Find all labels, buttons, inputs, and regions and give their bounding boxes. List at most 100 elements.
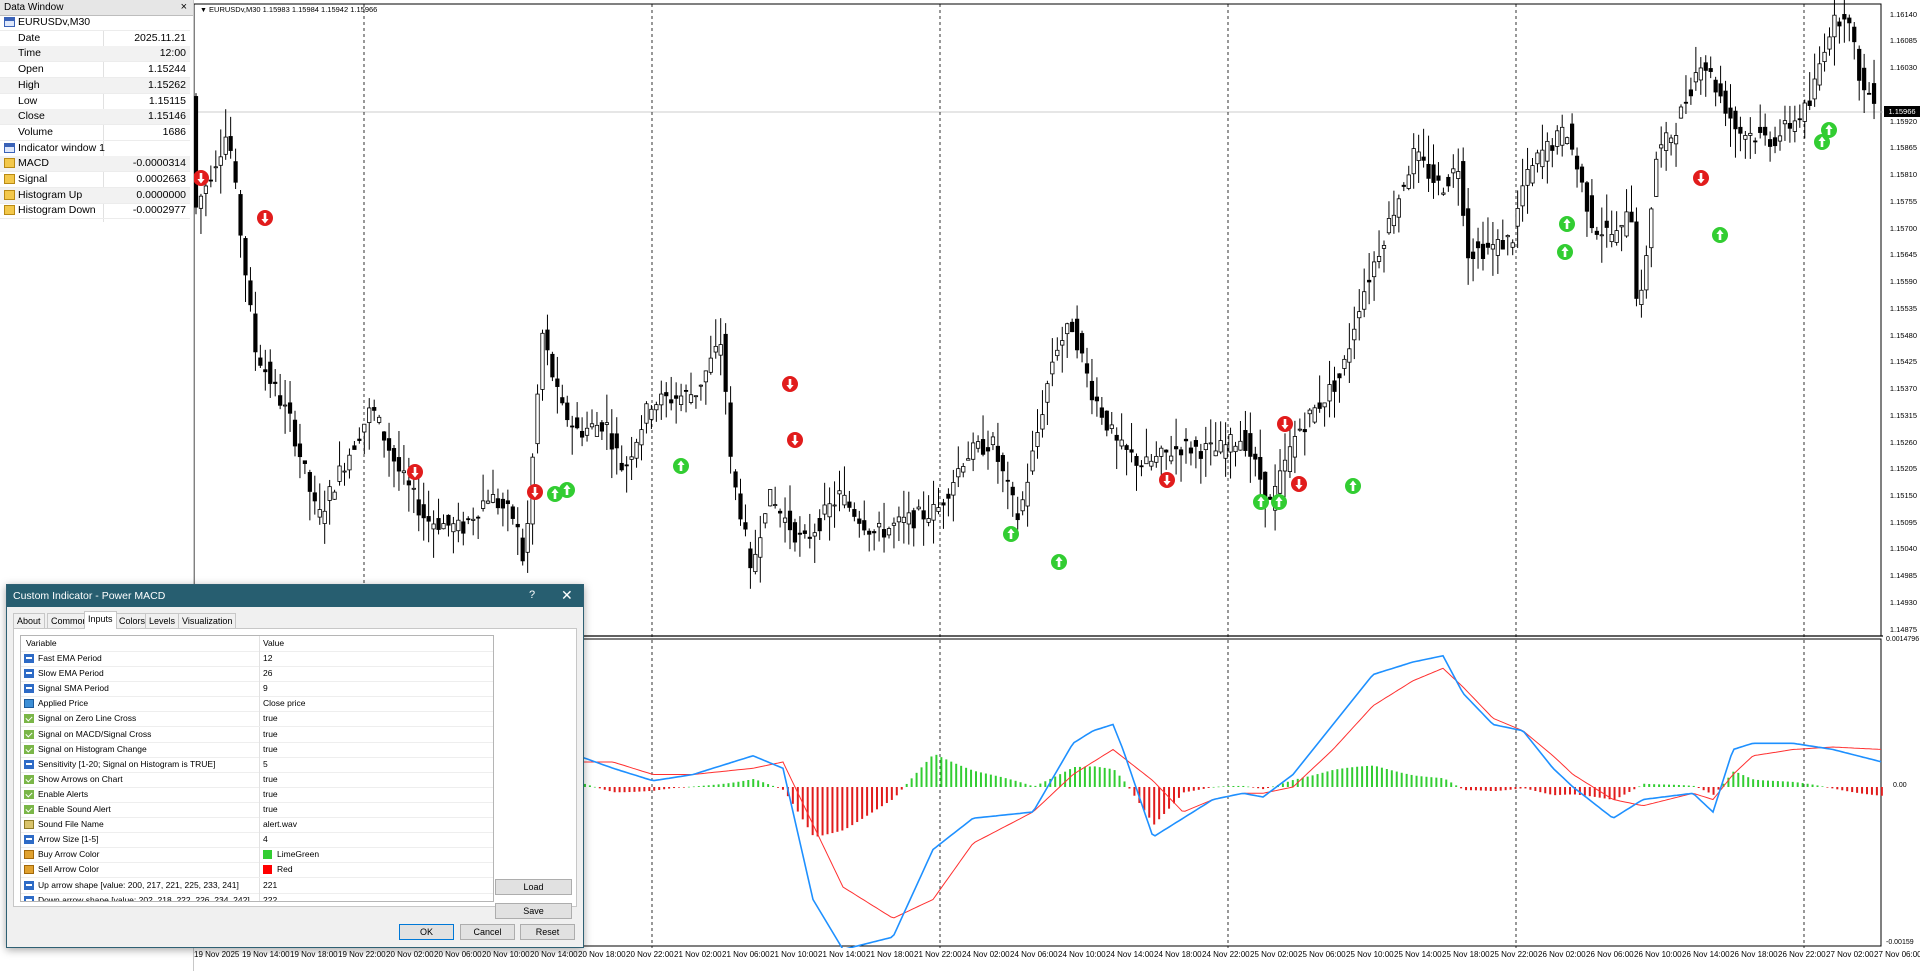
param-row[interactable]: Show Arrows on Chart true bbox=[21, 771, 493, 788]
param-value[interactable]: 222 bbox=[263, 894, 278, 902]
tab-levels[interactable]: Levels bbox=[145, 613, 180, 628]
param-value[interactable]: true bbox=[263, 743, 278, 754]
histogram-up-bar bbox=[950, 761, 953, 787]
param-value[interactable]: true bbox=[263, 773, 278, 784]
param-row[interactable]: Signal on MACD/Signal Cross true bbox=[21, 726, 493, 743]
time-tick-label: 24 Nov 22:00 bbox=[1202, 950, 1250, 959]
symbol-row: EURUSDv,M30 bbox=[0, 15, 190, 31]
param-value[interactable]: Red bbox=[277, 864, 293, 875]
tab-colors[interactable]: Colors bbox=[115, 613, 150, 628]
histogram-up-bar bbox=[1405, 773, 1408, 787]
param-value[interactable]: 221 bbox=[263, 879, 278, 890]
candle-body bbox=[1159, 447, 1164, 457]
candle-body bbox=[624, 464, 629, 467]
indicator-row: MACD -0.0000314 bbox=[0, 156, 190, 173]
param-value[interactable]: 5 bbox=[263, 758, 268, 769]
cancel-button[interactable]: Cancel bbox=[460, 924, 515, 940]
param-value[interactable]: 4 bbox=[263, 834, 268, 845]
candle-body bbox=[1525, 169, 1530, 186]
price-tick-label: 1.15150 bbox=[1889, 490, 1917, 500]
time-tick-label: 20 Nov 18:00 bbox=[578, 950, 626, 959]
bool-param-icon bbox=[24, 774, 34, 784]
price-tick-label: 1.15425 bbox=[1889, 357, 1917, 367]
param-row[interactable]: Sell Arrow Color Red bbox=[21, 862, 493, 879]
param-row[interactable]: Down arrow shape [value: 202, 218, 222, … bbox=[21, 892, 493, 902]
price-tick-label: 1.15315 bbox=[1889, 410, 1917, 420]
param-row[interactable]: Signal on Histogram Change true bbox=[21, 741, 493, 758]
param-row[interactable]: Enable Sound Alert true bbox=[21, 802, 493, 818]
candle-body bbox=[941, 502, 946, 506]
candle-body bbox=[822, 504, 827, 515]
variable-column-header[interactable]: Variable bbox=[26, 638, 57, 648]
save-button[interactable]: Save bbox=[495, 903, 572, 919]
param-value[interactable]: Close price bbox=[263, 698, 306, 709]
indicator-icon bbox=[4, 205, 15, 216]
histogram-up-bar bbox=[1801, 783, 1804, 787]
candle-body bbox=[278, 395, 283, 406]
tab-inputs[interactable]: Inputs bbox=[84, 611, 117, 629]
param-row[interactable]: Buy Arrow Color LimeGreen bbox=[21, 847, 493, 864]
histogram-up-bar bbox=[1648, 784, 1651, 787]
histogram-up-bar bbox=[1400, 772, 1403, 787]
close-icon[interactable]: ✕ bbox=[561, 587, 573, 603]
tab-visualization[interactable]: Visualization bbox=[178, 613, 237, 628]
collapse-triangle-icon[interactable]: ▼ bbox=[200, 7, 207, 14]
param-value[interactable]: true bbox=[263, 713, 278, 724]
histogram-down-bar bbox=[1479, 787, 1482, 791]
column-divider[interactable] bbox=[259, 636, 260, 651]
candle-body bbox=[1446, 176, 1451, 187]
dialog-titlebar[interactable]: Custom Indicator - Power MACD ? ✕ bbox=[7, 585, 583, 607]
help-icon[interactable]: ? bbox=[529, 589, 536, 601]
param-row[interactable]: Slow EMA Period 26 bbox=[21, 666, 493, 683]
param-value[interactable]: LimeGreen bbox=[277, 849, 320, 860]
param-row[interactable]: Sensitivity [1-20; Signal on Histogram i… bbox=[21, 756, 493, 773]
value-column-header[interactable]: Value bbox=[263, 638, 285, 648]
candle-body bbox=[1560, 126, 1565, 146]
time-tick-label: 21 Nov 22:00 bbox=[914, 950, 962, 959]
param-value[interactable]: alert.wav bbox=[263, 819, 298, 830]
param-row[interactable]: Signal on Zero Line Cross true bbox=[21, 711, 493, 728]
histogram-up-bar bbox=[1291, 780, 1294, 787]
param-value[interactable]: true bbox=[263, 728, 278, 739]
candle-body bbox=[1857, 48, 1862, 81]
param-value[interactable]: 12 bbox=[263, 653, 273, 663]
ok-button[interactable]: OK bbox=[399, 924, 454, 940]
param-value[interactable]: 9 bbox=[263, 683, 268, 694]
inputs-grid[interactable]: Variable Value Fast EMA Period 12 Slow EMA… bbox=[20, 635, 494, 902]
time-axis[interactable]: 19 Nov 2025 19 Nov 14:00 19 Nov 18:00 19 No… bbox=[193, 948, 1920, 971]
histogram-up-bar bbox=[965, 767, 968, 787]
signal-line bbox=[579, 667, 1882, 919]
close-icon[interactable]: × bbox=[180, 1, 187, 13]
param-value[interactable]: true bbox=[263, 804, 278, 814]
histogram-up-bar bbox=[1222, 786, 1225, 787]
candle-body bbox=[485, 500, 491, 504]
tab-about[interactable]: About bbox=[13, 613, 45, 628]
param-row[interactable]: Fast EMA Period 12 bbox=[21, 651, 493, 667]
time-tick-label: 26 Nov 02:00 bbox=[1538, 950, 1586, 959]
histogram-down-bar bbox=[841, 787, 844, 831]
param-value[interactable]: true bbox=[263, 788, 278, 799]
indicator-row: Histogram Up 0.0000000 bbox=[0, 187, 190, 204]
param-row[interactable]: Arrow Size [1-5] 4 bbox=[21, 832, 493, 849]
param-row[interactable]: Enable Alerts true bbox=[21, 786, 493, 803]
candle-body bbox=[579, 430, 585, 438]
param-row[interactable]: Applied Price Close price bbox=[21, 696, 493, 713]
time-tick-label: 25 Nov 10:00 bbox=[1346, 950, 1394, 959]
candle-body bbox=[1574, 155, 1580, 170]
load-button[interactable]: Load bbox=[495, 879, 572, 895]
candle-body bbox=[669, 399, 674, 404]
price-axis[interactable]: 1.16140 1.16085 1.16030 1.15920 1.15865 1.158… bbox=[1884, 0, 1920, 948]
candle-body bbox=[891, 522, 897, 526]
reset-button[interactable]: Reset bbox=[520, 924, 575, 940]
histogram-down-bar bbox=[1494, 787, 1497, 792]
param-row[interactable]: Signal SMA Period 9 bbox=[21, 681, 493, 698]
param-row[interactable]: Up arrow shape [value: 200, 217, 221, 22… bbox=[21, 877, 493, 894]
candle-body bbox=[817, 518, 822, 532]
candle-body bbox=[1579, 166, 1585, 183]
param-value[interactable]: 26 bbox=[263, 668, 273, 679]
candle-body bbox=[1748, 132, 1753, 136]
up-arrow-icon bbox=[1716, 229, 1724, 240]
param-row[interactable]: Sound File Name alert.wav bbox=[21, 817, 493, 834]
down-arrow-icon bbox=[1295, 479, 1303, 490]
candle-body bbox=[1416, 151, 1421, 162]
